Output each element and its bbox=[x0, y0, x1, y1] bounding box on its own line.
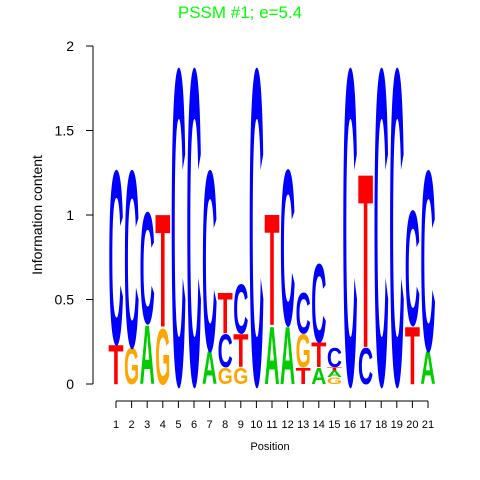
x-tick-label: 9 bbox=[238, 419, 244, 431]
logo-letter: A bbox=[264, 310, 279, 402]
y-tick-label: 1 bbox=[66, 207, 74, 223]
logo-letter: A bbox=[311, 363, 326, 389]
x-tick-label: 7 bbox=[207, 419, 213, 431]
x-tick-label: 15 bbox=[328, 419, 340, 431]
x-tick-label: 8 bbox=[222, 419, 228, 431]
logo-letter: C bbox=[358, 337, 373, 395]
x-tick-label: 17 bbox=[359, 419, 371, 431]
logo-letter: C bbox=[374, 0, 389, 480]
logo-letter: C bbox=[171, 0, 186, 480]
logo-letter: C bbox=[327, 341, 342, 373]
x-axis-label: Position bbox=[250, 441, 289, 453]
logo-letter: T bbox=[358, 122, 373, 400]
x-tick-label: 5 bbox=[175, 419, 181, 431]
x-tick-label: 1 bbox=[113, 419, 119, 431]
y-tick-label: 0.5 bbox=[55, 292, 75, 308]
logo-letter: T bbox=[405, 310, 420, 402]
logo-letter: C bbox=[296, 281, 311, 346]
logo-letter: C bbox=[218, 324, 233, 377]
logo-letter: G bbox=[218, 363, 233, 389]
logo-letter: A bbox=[420, 341, 435, 394]
logo-letter: T bbox=[233, 324, 248, 377]
logo-letter: C bbox=[420, 118, 435, 405]
logo-letter: A bbox=[327, 369, 342, 379]
x-tick-label: 19 bbox=[391, 419, 403, 431]
x-tick-label: 14 bbox=[313, 419, 325, 431]
x-tick-label: 20 bbox=[406, 419, 418, 431]
logo-letter: C bbox=[140, 179, 155, 358]
logo-letter: G bbox=[155, 313, 170, 402]
x-tick-label: 10 bbox=[250, 419, 262, 431]
logo-letter: A bbox=[202, 341, 217, 394]
logo-letter: C bbox=[108, 119, 123, 397]
logo-letter: C bbox=[280, 124, 295, 373]
y-tick-label: 0 bbox=[66, 376, 74, 392]
x-tick-label: 21 bbox=[422, 419, 434, 431]
logo-letter: G bbox=[296, 324, 311, 377]
logo-letter: A bbox=[280, 310, 295, 402]
x-tick-label: 2 bbox=[129, 419, 135, 431]
logo-letter: C bbox=[249, 0, 264, 480]
logo-letter: G bbox=[327, 376, 342, 386]
logo-letter: T bbox=[296, 363, 311, 389]
logo-letter: G bbox=[233, 363, 248, 389]
x-tick-label: 4 bbox=[160, 419, 166, 431]
logo-letter: C bbox=[233, 271, 248, 349]
logo-letter: C bbox=[342, 0, 357, 480]
y-tick-label: 1.5 bbox=[55, 123, 75, 139]
logo-letter: G bbox=[124, 337, 139, 395]
x-tick-label: 16 bbox=[344, 419, 356, 431]
logo-letter: C bbox=[186, 0, 201, 480]
logo-letter: T bbox=[218, 281, 233, 346]
logo-letter: T bbox=[311, 335, 326, 374]
x-tick-label: 18 bbox=[375, 419, 387, 431]
logo-letter: C bbox=[311, 240, 326, 366]
x-tick-label: 11 bbox=[266, 419, 277, 431]
y-tick-label: 2 bbox=[66, 38, 74, 54]
chart-title: PSSM #1; e=5.4 bbox=[178, 3, 302, 22]
x-tick-label: 3 bbox=[144, 419, 150, 431]
logo-letter: C bbox=[405, 176, 420, 360]
logo-letter: T bbox=[108, 334, 123, 396]
logo-letter: C bbox=[389, 0, 404, 480]
logo-letter: A bbox=[140, 307, 155, 402]
x-tick-label: 12 bbox=[281, 419, 293, 431]
x-tick-label: 6 bbox=[191, 419, 197, 431]
x-tick-label: 13 bbox=[297, 419, 309, 431]
logo-letter: T bbox=[264, 181, 279, 360]
logo-letter: C bbox=[202, 118, 217, 405]
logo-letter: C bbox=[124, 118, 139, 401]
logo-letter: T bbox=[327, 366, 342, 371]
logo-letter: T bbox=[155, 180, 170, 362]
y-axis-label: Information content bbox=[29, 155, 45, 275]
